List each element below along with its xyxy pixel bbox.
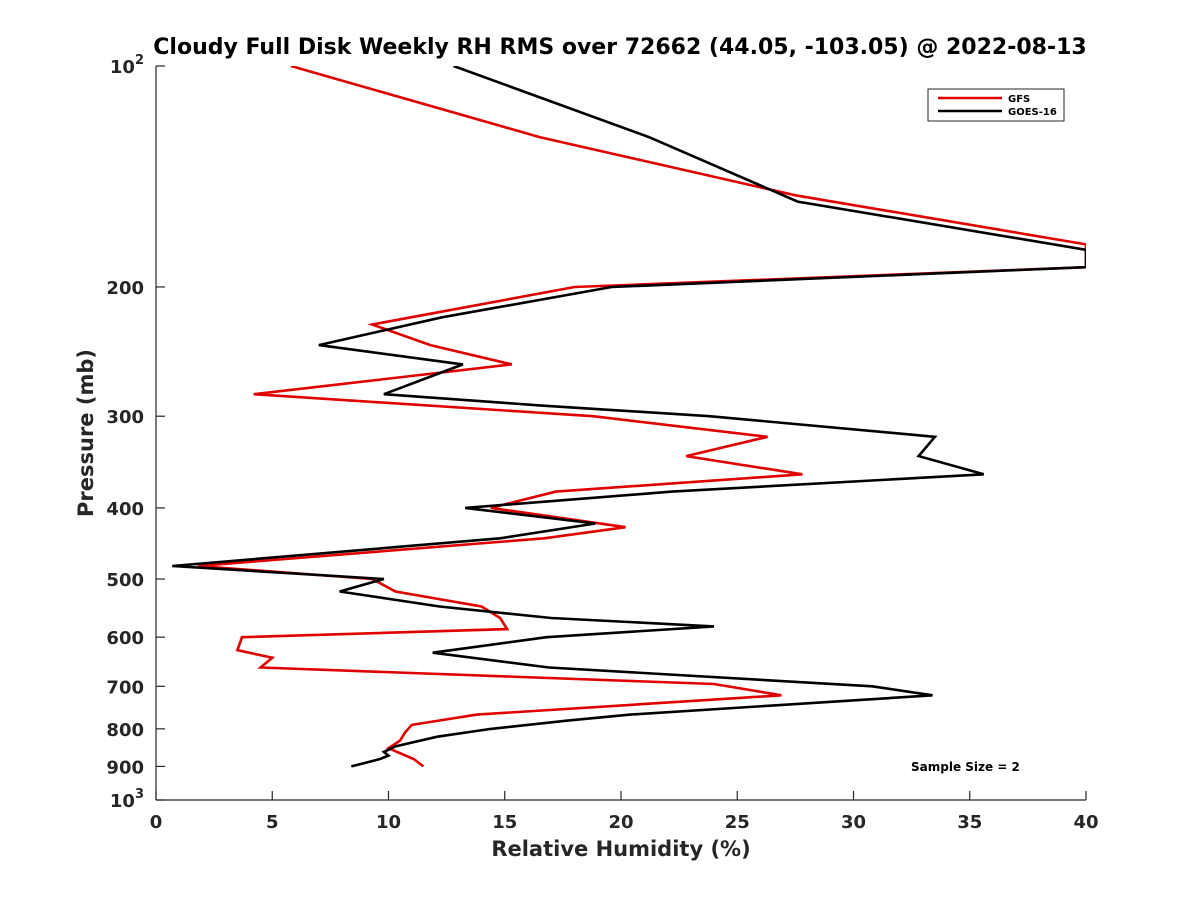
x-tick-label: 5	[266, 812, 279, 833]
y-tick-label: 400	[106, 499, 144, 520]
legend-box	[927, 88, 1065, 122]
y-tick-label: 200	[106, 278, 144, 299]
y-tick-label: 700	[106, 677, 144, 698]
legend: GFS GOES-16	[927, 88, 1065, 122]
series-layer	[172, 66, 1086, 768]
x-axis-label: Relative Humidity (%)	[491, 837, 750, 861]
y-axis-label: Pressure (mb)	[74, 349, 98, 517]
legend-label: GFS	[1008, 94, 1030, 105]
y-tick-label: 600	[106, 628, 144, 649]
x-tick-label: 30	[841, 812, 866, 833]
y-tick-label: 900	[106, 757, 144, 778]
y-tick-label: 300	[106, 407, 144, 428]
legend-label: GOES-16	[1008, 107, 1057, 118]
x-tick-label: 0	[150, 812, 163, 833]
x-tick-label: 35	[957, 812, 982, 833]
axis-layer	[155, 65, 1087, 801]
x-tick-label: 25	[725, 812, 750, 833]
plot-area	[156, 66, 1086, 800]
chart-title: Cloudy Full Disk Weekly RH RMS over 7266…	[153, 35, 1086, 60]
y-tick-label: 102	[110, 53, 144, 78]
y-tick-label: 103	[110, 787, 144, 812]
y-tick-label: 800	[106, 720, 144, 741]
series-line-gfs	[197, 66, 1086, 768]
y-tick-label: 500	[106, 570, 144, 591]
x-tick-labels: 0 5 10 15 20 25 30 35 40	[150, 812, 1099, 833]
x-tick-label: 40	[1073, 812, 1098, 833]
series-line-goes-16	[172, 66, 1086, 768]
x-tick-label: 20	[608, 812, 633, 833]
sample-size-annotation: Sample Size = 2	[911, 760, 1020, 774]
x-tick-label: 10	[376, 812, 401, 833]
x-tick-label: 15	[492, 812, 517, 833]
y-tick-labels: 102 200 300 400 500 600 700 800 900 103	[106, 53, 144, 812]
